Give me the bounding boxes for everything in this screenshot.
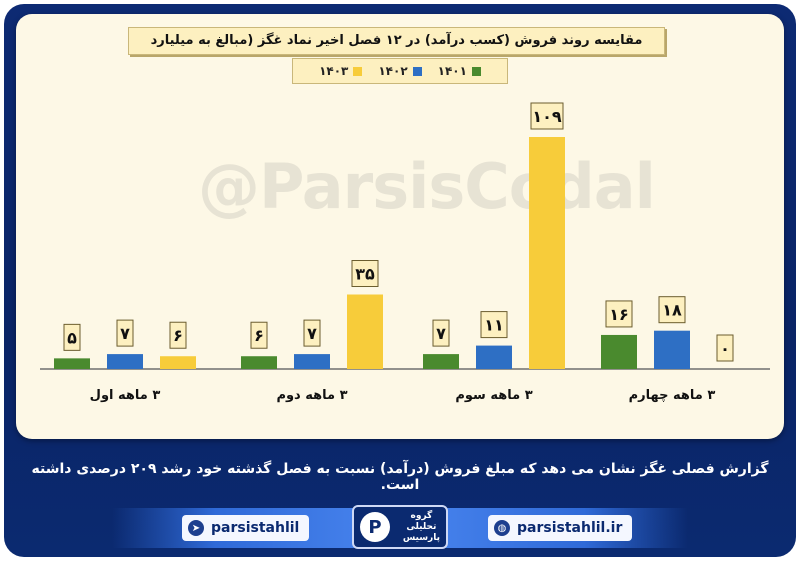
website-label: parsistahlil.ir bbox=[517, 520, 623, 536]
logo-text-line2: تحلیلی bbox=[406, 521, 437, 532]
logo-text-line1: گروه bbox=[410, 510, 433, 521]
data-label-box-1402-q2 bbox=[303, 319, 321, 347]
data-label-box-1403-q3 bbox=[530, 102, 564, 130]
bar-1403-q2 bbox=[347, 294, 383, 369]
legend-swatch-1401 bbox=[471, 66, 481, 76]
data-label-box-1401-q2 bbox=[250, 321, 268, 349]
bar-1403-q3 bbox=[529, 137, 565, 369]
data-label-1401-q3: ۷ bbox=[436, 324, 446, 343]
bar-1403-q1 bbox=[160, 356, 196, 369]
legend-item-1403: ۱۴۰۳ bbox=[319, 64, 363, 78]
data-label-box-1403-q1 bbox=[169, 321, 187, 349]
legend-item-1402: ۱۴۰۲ bbox=[378, 64, 422, 78]
category-label-q2: ۳ ماهه دوم bbox=[276, 388, 347, 403]
bar-1402-q4 bbox=[654, 330, 690, 369]
bar-1401-q1 bbox=[54, 358, 90, 369]
legend-label-1403: ۱۴۰۳ bbox=[319, 64, 349, 78]
data-label-box-1403-q2 bbox=[351, 260, 379, 288]
telegram-link[interactable]: ➤ parsistahlil bbox=[182, 515, 310, 541]
watermark: @ParsisCodal bbox=[198, 150, 656, 223]
bar-1401-q3 bbox=[423, 354, 459, 369]
globe-icon: ◍ bbox=[494, 520, 510, 536]
data-label-box-1402-q4 bbox=[658, 296, 686, 324]
bar-1402-q1 bbox=[107, 354, 143, 369]
bar-1401-q2 bbox=[241, 356, 277, 369]
chart-title: مقایسه روند فروش (کسب درآمد) در ۱۲ فصل ا… bbox=[128, 27, 665, 74]
bar-1401-q4 bbox=[601, 334, 637, 369]
bar-1402-q3 bbox=[476, 345, 512, 369]
data-label-1403-q3: ۱۰۹ bbox=[532, 107, 562, 126]
website-link[interactable]: ◍ parsistahlil.ir bbox=[488, 515, 633, 541]
data-label-1402-q1: ۷ bbox=[120, 324, 130, 343]
data-label-1401-q2: ۶ bbox=[254, 326, 264, 345]
data-label-box-1401-q3 bbox=[432, 319, 450, 347]
data-label-box-1401-q1 bbox=[63, 323, 81, 351]
category-label-q1: ۳ ماهه اول bbox=[90, 388, 161, 403]
legend-item-1401: ۱۴۰۱ bbox=[438, 64, 481, 78]
summary-text: گزارش فصلی غگز نشان می دهد که مبلغ فروش … bbox=[31, 461, 769, 493]
telegram-label: parsistahlil bbox=[211, 520, 300, 536]
data-label-1403-q2: ۳۵ bbox=[355, 265, 375, 284]
data-label-1403-q4: ۰ bbox=[720, 339, 730, 358]
legend-label-1402: ۱۴۰۲ bbox=[378, 64, 408, 78]
category-label-q4: ۳ ماهه چهارم bbox=[629, 388, 716, 403]
data-label-1401-q1: ۵ bbox=[67, 328, 77, 347]
logo-mark: P bbox=[360, 512, 390, 542]
data-label-1401-q4: ۱۶ bbox=[609, 305, 629, 324]
legend-label-1401: ۱۴۰۱ bbox=[437, 64, 467, 78]
category-label-q3: ۳ ماهه سوم bbox=[455, 388, 532, 403]
data-label-1402-q2: ۷ bbox=[307, 324, 317, 343]
data-label-1403-q1: ۶ bbox=[173, 326, 183, 345]
brand-logo: P گروه تحلیلی پارسیس bbox=[352, 505, 448, 549]
telegram-icon: ➤ bbox=[188, 520, 204, 536]
data-label-box-1402-q3 bbox=[480, 311, 508, 339]
data-label-box-1403-q4 bbox=[716, 334, 734, 362]
data-label-1402-q4: ۱۸ bbox=[662, 301, 682, 320]
data-label-box-1401-q4 bbox=[605, 300, 633, 328]
legend-swatch-1402 bbox=[412, 66, 422, 76]
data-label-box-1402-q1 bbox=[116, 319, 134, 347]
data-label-1402-q3: ۱۱ bbox=[484, 316, 504, 335]
legend-swatch-1403 bbox=[353, 66, 363, 76]
bar-1402-q2 bbox=[294, 354, 330, 369]
logo-text-line3: پارسیس bbox=[402, 532, 440, 543]
legend: ۱۴۰۱ ۱۴۰۲ ۱۴۰۳ bbox=[292, 58, 508, 84]
logo-text: گروه تحلیلی پارسیس bbox=[403, 511, 440, 544]
